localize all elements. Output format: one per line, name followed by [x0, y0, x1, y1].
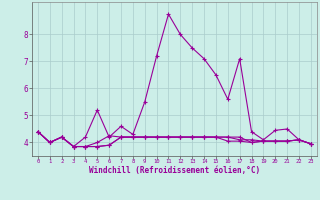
X-axis label: Windchill (Refroidissement éolien,°C): Windchill (Refroidissement éolien,°C) [89, 166, 260, 175]
